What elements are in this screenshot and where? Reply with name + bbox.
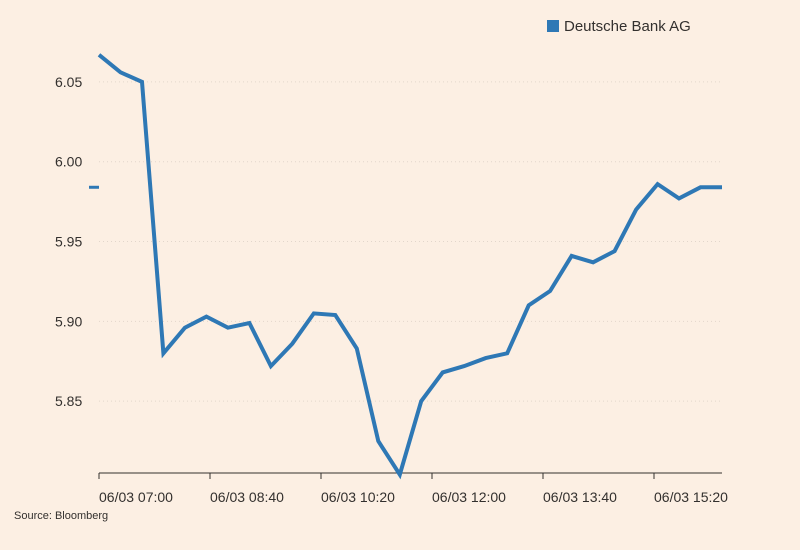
y-tick-label: 6.05 — [55, 74, 82, 90]
y-tick-label: 5.95 — [55, 234, 82, 250]
legend-swatch — [547, 20, 559, 32]
x-tick-label: 06/03 08:40 — [210, 489, 284, 505]
x-tick-label: 06/03 07:00 — [99, 489, 173, 505]
x-tick-label: 06/03 10:20 — [321, 489, 395, 505]
y-tick-label: 6.00 — [55, 154, 82, 170]
source-note: Source: Bloomberg — [14, 510, 109, 522]
x-tick-label: 06/03 12:00 — [432, 489, 506, 505]
y-tick-label: 5.90 — [55, 313, 82, 329]
series-line-deutsche-bank — [97, 53, 722, 480]
legend-label: Deutsche Bank AG — [564, 18, 691, 35]
y-tick-label: 5.85 — [55, 393, 82, 409]
x-tick-label: 06/03 13:40 — [543, 489, 617, 505]
x-tick-label: 06/03 15:20 — [654, 489, 728, 505]
